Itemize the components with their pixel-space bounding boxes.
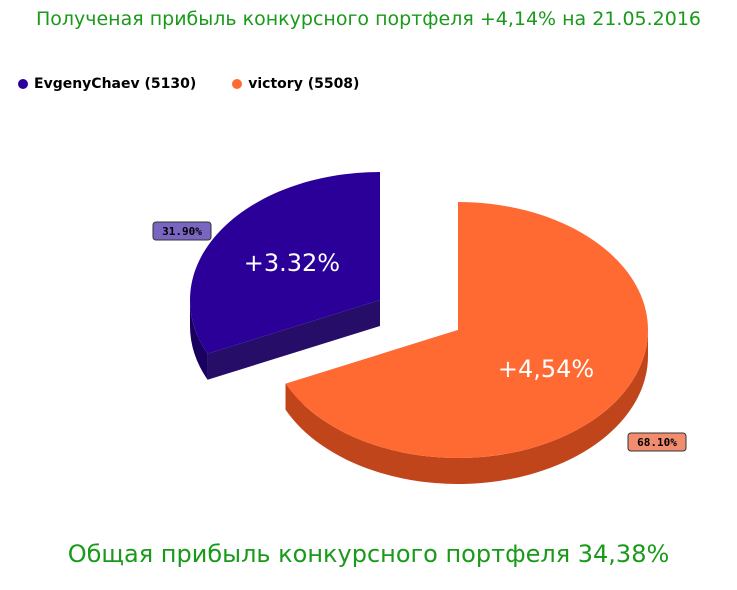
chart-footer: Общая прибыль конкурсного портфеля 34,38…	[67, 540, 670, 568]
pie-side-1-0	[285, 330, 648, 485]
pie-slice-1	[285, 202, 648, 459]
legend: EvgenyChaev (5130) victory (5508)	[18, 76, 359, 92]
pie-side-0-0	[190, 300, 208, 380]
slice-share-label-1: 68.10%	[637, 436, 677, 449]
legend-label-evgenychaev: EvgenyChaev (5130)	[34, 76, 197, 92]
pie-slice-0	[190, 172, 380, 354]
legend-swatch-victory	[232, 79, 243, 89]
legend-swatch-evgenychaev	[18, 79, 28, 89]
legend-item-victory: victory (5508)	[232, 76, 359, 92]
pie-cut-0-0	[207, 300, 380, 380]
legend-label-victory: victory (5508)	[248, 76, 360, 92]
slice-inner-label-0: +3.32%	[244, 249, 340, 277]
slice-share-box-0	[152, 221, 212, 241]
pie-slice-group-1: +4,54% 68.10%	[285, 202, 687, 485]
slice-share-box-1	[627, 432, 687, 452]
legend-item-evgenychaev: EvgenyChaev (5130)	[18, 76, 196, 92]
pie-slice-group-0: +3.32% 31.90%	[152, 172, 380, 380]
slice-inner-label-1: +4,54%	[498, 355, 594, 383]
slice-share-label-0: 31.90%	[162, 225, 202, 238]
chart-title: Полученая прибыль конкурсного портфеля +…	[35, 8, 702, 30]
